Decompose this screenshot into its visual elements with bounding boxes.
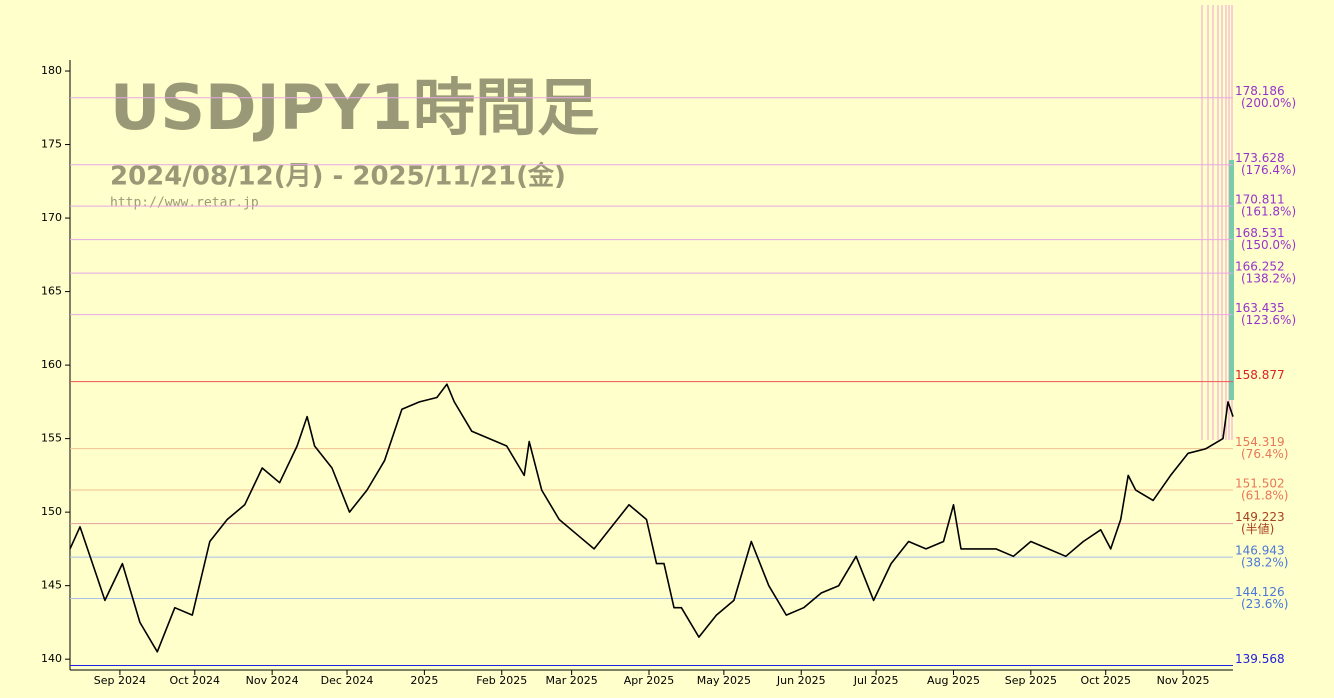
level-value: 158.877	[1235, 368, 1285, 382]
x-tick-label: Apr 2025	[624, 674, 675, 687]
level-value: 170.811	[1235, 193, 1285, 207]
y-tick-label: 170	[41, 211, 62, 224]
level-label: (61.8%)	[1241, 489, 1288, 503]
y-tick-label: 145	[41, 579, 62, 592]
x-tick-label: 2025	[410, 674, 438, 687]
level-value: 146.943	[1235, 544, 1285, 558]
x-tick-label: Sep 2024	[94, 674, 146, 687]
watermark-title: USDJPY1時間足	[110, 71, 599, 144]
watermark-subtitle: 2024/08/12(月) - 2025/11/21(金)	[110, 161, 566, 192]
level-label: (38.2%)	[1241, 556, 1288, 570]
level-value: 154.319	[1235, 435, 1285, 449]
x-tick-label: Aug 2025	[927, 674, 980, 687]
level-value: 139.568	[1235, 652, 1285, 666]
x-tick-label: Feb 2025	[476, 674, 527, 687]
y-tick-label: 140	[41, 652, 62, 665]
level-value: 144.126	[1235, 585, 1285, 599]
y-tick-label: 175	[41, 138, 62, 151]
level-value: 178.186	[1235, 84, 1285, 98]
x-tick-label: Nov 2025	[1157, 674, 1210, 687]
x-tick-label: Nov 2024	[246, 674, 299, 687]
y-tick-label: 150	[41, 505, 62, 518]
y-tick-label: 160	[41, 358, 62, 371]
level-label: (138.2%)	[1241, 272, 1296, 286]
x-tick-label: May 2025	[697, 674, 751, 687]
level-value: 151.502	[1235, 477, 1285, 491]
x-tick-label: Oct 2025	[1080, 674, 1131, 687]
level-value: 173.628	[1235, 151, 1285, 165]
price-line	[69, 383, 1234, 653]
level-label: (76.4%)	[1241, 447, 1288, 461]
level-label: (123.6%)	[1241, 313, 1296, 327]
level-label: (200.0%)	[1241, 96, 1296, 110]
y-tick-label: 155	[41, 432, 62, 445]
x-tick-label: Jul 2025	[853, 674, 899, 687]
level-label: (161.8%)	[1241, 205, 1296, 219]
level-label: (176.4%)	[1241, 163, 1296, 177]
watermark-source: http://www.retar.jp	[110, 196, 259, 211]
level-label: (半値)	[1241, 521, 1274, 536]
level-value: 163.435	[1235, 301, 1285, 315]
x-tick-label: Jun 2025	[776, 674, 826, 687]
x-tick-label: Sep 2025	[1005, 674, 1057, 687]
y-tick-label: 180	[41, 64, 62, 77]
x-tick-label: Mar 2025	[546, 674, 598, 687]
range-bar	[1229, 160, 1234, 400]
level-label: (150.0%)	[1241, 238, 1296, 252]
level-value: 168.531	[1235, 226, 1285, 240]
x-tick-label: Oct 2024	[170, 674, 221, 687]
level-value: 149.223	[1235, 510, 1285, 524]
level-value: 166.252	[1235, 260, 1285, 274]
level-label: (23.6%)	[1241, 597, 1288, 611]
y-tick-label: 165	[41, 285, 62, 298]
x-tick-label: Dec 2024	[321, 674, 374, 687]
